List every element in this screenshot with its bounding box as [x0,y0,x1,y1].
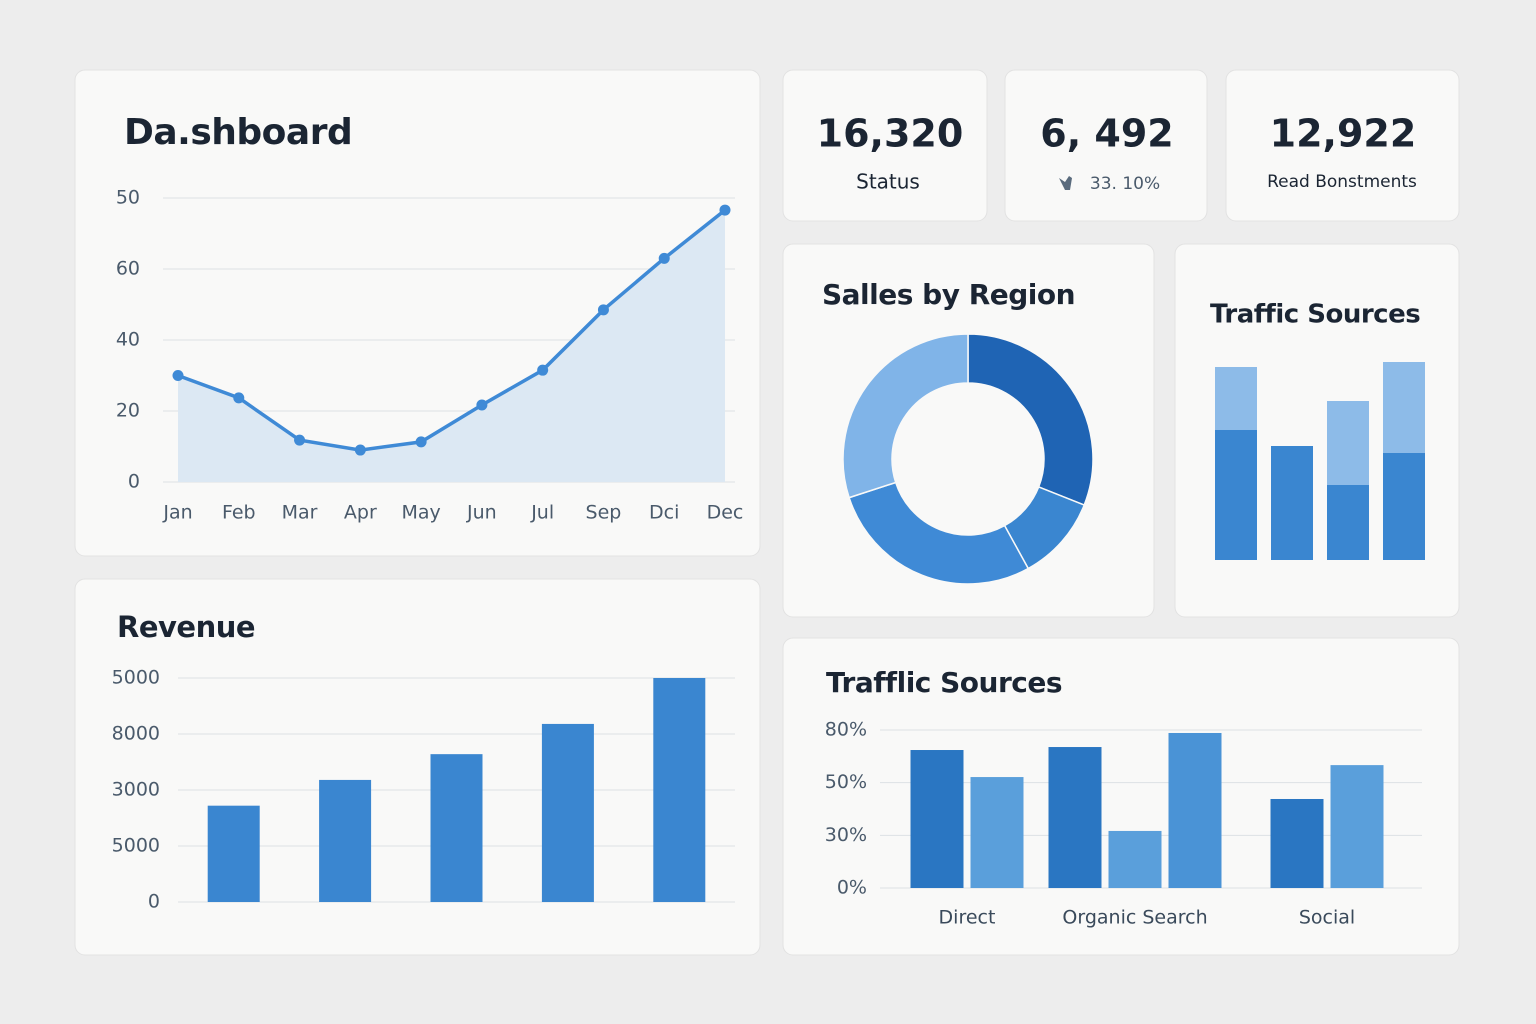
card [1004,69,1208,222]
bar-segment [1271,446,1313,560]
chart-title: Revenue [117,610,255,644]
slice [848,481,1030,585]
card [782,69,988,222]
y-tick-label: 30% [825,824,867,846]
x-tick-label: May [401,502,440,524]
kpi-label: Status [856,170,920,194]
bar [1048,747,1102,888]
x-tick-label: Apr [344,502,377,524]
chart-title: Traffic Sources [1210,300,1420,330]
y-tick-label: 20 [116,400,140,422]
x-tick-label: Jan [162,502,192,524]
kpi-label: 33. 10% [1090,174,1160,194]
y-tick-label: 8000 [112,723,160,745]
bar-segment [1215,430,1257,560]
bar [1270,798,1324,888]
x-tick-label: Social [1299,907,1355,929]
kpi-value: 12,922 [1270,112,1417,156]
area [178,210,725,482]
chart-title: Salles by Region [822,278,1075,311]
point [415,436,427,448]
y-tick-label: 60 [116,258,140,280]
point [172,370,184,381]
y-tick-label: 40 [116,329,140,351]
bar [910,750,964,888]
x-tick-label: Organic Search [1062,907,1207,929]
bar [541,723,594,902]
x-tick-label: Dci [649,502,679,524]
card [1225,69,1460,222]
x-tick-label: Dec [707,502,744,524]
point [719,204,731,216]
kpi-value: 16,320 [817,112,964,156]
bar-segment [1327,485,1369,560]
kpi-label: Read Bonstments [1267,172,1417,192]
bar-segment [1215,367,1257,430]
y-tick-label: 50% [825,771,867,793]
y-tick-label: 3000 [112,779,160,801]
x-tick-label: Jun [466,502,497,524]
x-tick-label: Sep [586,502,622,524]
slice [842,333,969,499]
bar [1168,732,1222,888]
point [597,304,609,316]
point [294,434,306,446]
y-tick-label: 0 [148,891,160,913]
y-tick-label: 50 [116,187,140,209]
bar [207,805,260,902]
slice [967,333,1094,506]
bar [653,678,706,902]
x-tick-label: Feb [222,502,256,524]
bar [1330,765,1384,888]
point [537,364,549,376]
y-tick-label: 5000 [112,667,160,689]
line [177,208,727,452]
bar-segment [1383,453,1425,560]
point [354,444,366,456]
bar [1108,830,1162,888]
x-tick-label: Jul [530,502,554,524]
x-tick-label: Direct [939,907,996,929]
bar-segment [1327,401,1369,485]
bar [319,779,372,902]
trend-icon [1059,176,1072,190]
point [233,392,245,404]
kpi-value: 6, 492 [1040,112,1173,156]
bar-segment [1383,362,1425,453]
x-tick-label: Mar [282,502,318,524]
chart-title: Da.shboard [124,112,352,153]
y-tick-label: 0% [837,877,867,899]
y-tick-label: 80% [825,719,867,741]
chart-title: Trafflic Sources [826,666,1062,699]
point [658,252,670,264]
y-tick-label: 5000 [112,835,160,857]
bar [970,777,1024,888]
y-tick-label: 0 [128,471,140,493]
bar [430,754,483,902]
point [476,399,488,411]
